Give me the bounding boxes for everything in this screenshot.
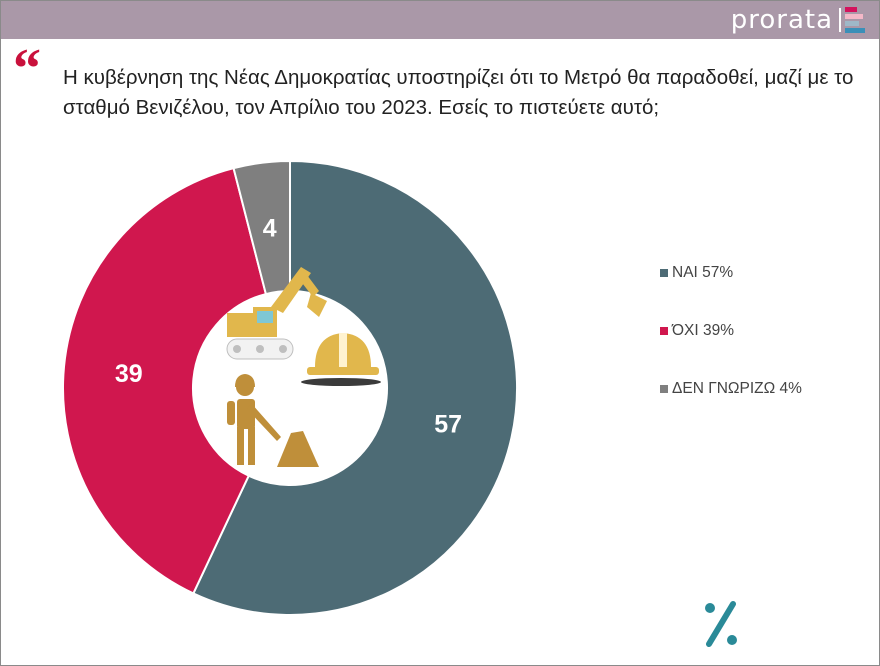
header-bar: prorata	[1, 1, 879, 39]
data-label-dont-know: 4	[263, 214, 277, 242]
quote-icon: “	[13, 38, 41, 100]
legend-swatch	[660, 385, 668, 393]
logo-stripes-icon	[845, 7, 865, 33]
logo-divider	[839, 8, 841, 32]
donut-slices	[62, 159, 518, 616]
logo-text: prorata	[730, 5, 833, 35]
legend-item-dont-know: ΔΕΝ ΓΝΩΡΙΖΩ 4%	[660, 379, 802, 399]
construction-worker-icon	[227, 374, 319, 467]
logo-stripe	[845, 28, 865, 33]
data-label-yes: 57	[434, 410, 462, 438]
legend-swatch	[660, 327, 668, 335]
slice-yes	[192, 159, 518, 616]
legend-label: ΝΑΙ 57%	[672, 264, 734, 281]
slice-dont-know	[232, 159, 291, 296]
slice-no	[62, 166, 268, 595]
legend-item-no: ΌΧΙ 39%	[660, 321, 802, 341]
legend-label: ΔΕΝ ΓΝΩΡΙΖΩ 4%	[672, 380, 802, 397]
legend-label: ΌΧΙ 39%	[672, 322, 734, 339]
legend-swatch	[660, 269, 668, 277]
excavator-icon	[226, 267, 327, 360]
donut-data-labels: 57 39 4	[115, 214, 462, 438]
percent-icon	[705, 601, 737, 647]
hard-hat-icon	[301, 333, 381, 386]
logo-stripe	[845, 7, 857, 12]
logo-stripe	[845, 14, 863, 19]
data-label-no: 39	[115, 360, 143, 388]
prorata-logo: prorata	[731, 5, 865, 35]
question-title: Η κυβέρνηση της Νέας Δημοκρατίας υποστηρ…	[63, 66, 854, 119]
legend-item-yes: ΝΑΙ 57%	[660, 263, 802, 283]
chart-legend: ΝΑΙ 57% ΌΧΙ 39% ΔΕΝ ΓΝΩΡΙΖΩ 4%	[660, 263, 802, 437]
logo-stripe	[845, 21, 859, 26]
